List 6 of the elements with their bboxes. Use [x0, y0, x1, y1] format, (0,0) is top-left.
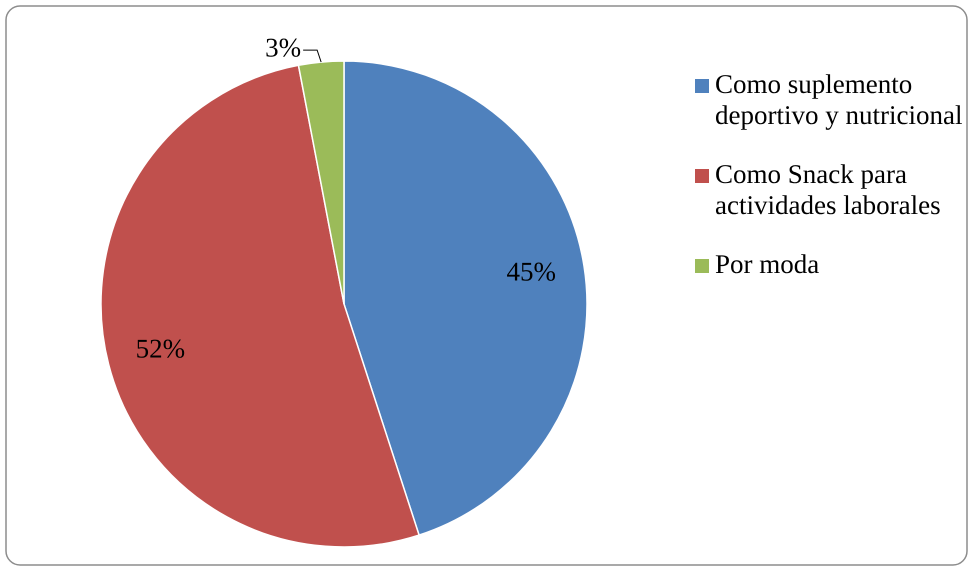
data-label: 52%	[136, 333, 186, 364]
legend-label: Como suplemento deportivo y nutricional	[715, 69, 962, 130]
legend-label: Por moda	[715, 249, 820, 280]
data-label: 3%	[265, 32, 302, 62]
data-label: 45%	[506, 256, 556, 287]
legend-label: Como Snack para actividades laborales	[715, 159, 941, 220]
